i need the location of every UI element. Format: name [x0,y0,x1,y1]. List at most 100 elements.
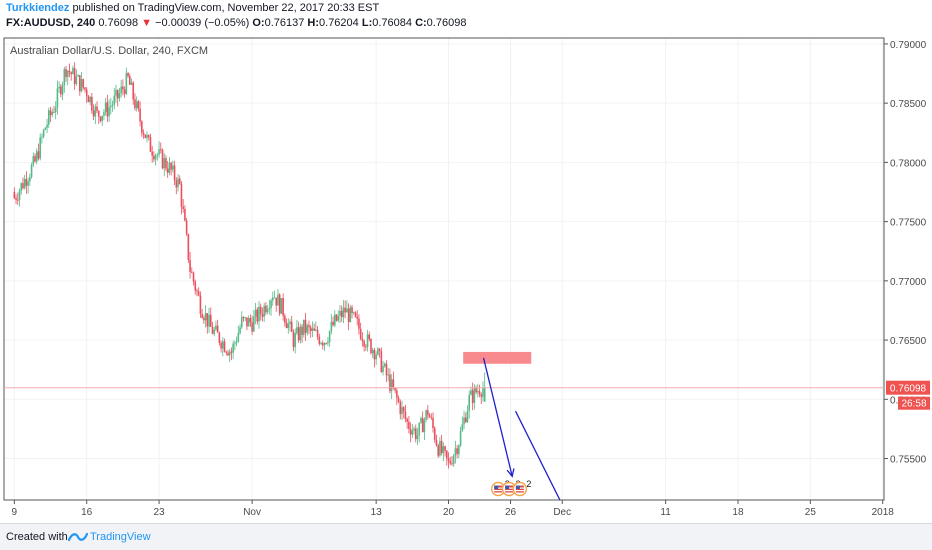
candle-body [220,342,222,349]
candle-body [204,313,207,321]
candle-body [440,440,443,454]
candle-body [146,135,148,138]
candle-body [387,374,390,376]
candle-body [135,101,138,109]
candle-body [222,341,224,349]
candle-body [242,316,245,318]
candle-body [194,281,197,291]
published-text: published on TradingView.com, November 2… [72,2,380,14]
candle-body [292,331,295,348]
candle-body [290,321,293,332]
candle-body [409,428,412,435]
candle-body [147,135,150,138]
candle-body [473,387,476,403]
candle-body [235,341,238,343]
candle-body [203,317,205,321]
candle-body [15,198,17,200]
candle-body [275,297,278,306]
candle-body [342,307,345,318]
candle-body [256,309,259,322]
drawings[interactable]: 222 [4,351,884,501]
candle-body [63,69,66,85]
candle-body [165,158,167,169]
flag-stripe [515,490,524,492]
candle-body [339,310,341,316]
candle-body [421,417,424,433]
candle-body [418,422,421,436]
candle-body [44,127,47,130]
candle-body [213,329,216,334]
candle-body [80,79,83,92]
candle-body [414,428,417,440]
candle-body [25,179,28,186]
candle-body [433,428,436,440]
price-chart[interactable]: 222 0.755000.760000.765000.770000.775000… [0,0,932,522]
candle-body [349,307,352,323]
candle-body [439,440,441,456]
candle-body [258,306,260,322]
candle-body [363,341,365,347]
candle-body [389,374,391,392]
candle-body [268,308,271,310]
created-with-label: Created with [6,531,68,543]
x-tick-label: 2018 [872,507,895,518]
candle-body [201,314,203,318]
candle-body [239,327,241,333]
candle-body [483,387,486,402]
candle-body [23,179,26,189]
candle-body [296,327,298,334]
candle-body [377,348,379,355]
flag-canton [515,485,520,489]
last-price-label: 0.76098 [890,384,927,395]
candle-body [216,325,219,333]
candle-body [284,315,286,323]
candle-body [406,418,408,422]
high-label: H: [307,17,320,29]
candle-body [423,419,426,433]
candle-body [227,352,229,356]
candle-body [334,314,336,326]
candle-body [42,129,45,137]
candle-body [309,327,312,332]
candle-body [413,428,415,431]
candle-body [294,333,296,348]
time-axis[interactable]: 9 16 23 Nov 13 20 26 Dec 11 18 25 2018 [12,500,895,518]
candle-body [84,87,86,90]
trend-arrow-line [482,357,513,477]
candle-body [187,233,190,261]
candle-body [68,70,71,73]
candle-body [66,70,69,77]
candle-body [368,334,371,340]
flag-stripe [494,490,503,492]
candle-body [401,407,403,415]
candle-body [459,430,462,446]
chart-grid [4,38,884,500]
candle-body [234,342,236,344]
y-tick-label: 0.79000 [890,40,927,51]
candle-body [380,350,383,372]
tradingview-logo-icon[interactable] [68,530,88,544]
y-tick-label: 0.76500 [890,336,927,347]
author-link[interactable]: Turkkiendez [6,2,70,14]
x-tick-label: 23 [154,507,166,518]
candle-body [427,410,429,416]
price-axis[interactable]: 0.755000.760000.765000.770000.775000.780… [884,40,930,466]
candle-body [327,341,329,344]
arrow-head-icon [506,468,515,478]
candle-body [208,314,210,327]
candle-body [96,106,98,111]
candle-body [149,137,152,152]
candle-body [464,417,467,423]
candle-body [480,394,483,397]
candle-body [139,108,141,122]
candle-body [454,448,457,456]
candle-body [225,351,228,353]
candle-body [46,124,48,128]
candle-body [340,310,343,318]
publish-info: Turkkiendez published on TradingView.com… [6,2,379,14]
candle-body [313,328,315,331]
x-tick-label: Nov [243,507,261,518]
tradingview-link[interactable]: TradingView [90,531,151,543]
candle-body [184,208,186,221]
candle-body [361,338,364,342]
